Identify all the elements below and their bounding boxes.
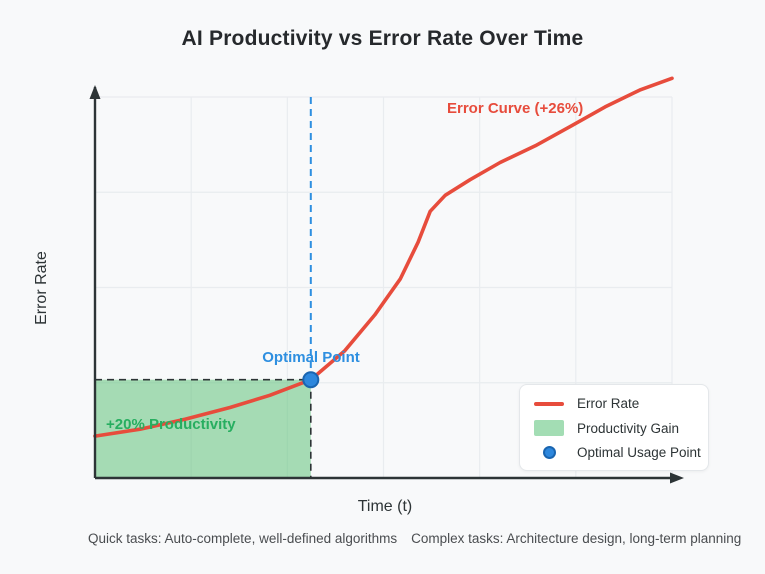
productivity-region-annotation: +20% Productivity	[106, 416, 236, 433]
legend-item-productivity-gain: Productivity Gain	[534, 420, 694, 436]
legend-label: Optimal Usage Point	[577, 445, 701, 460]
chart-title: AI Productivity vs Error Rate Over Time	[181, 27, 584, 50]
optimal-point-marker	[302, 371, 320, 389]
error-rate-line-swatch-icon	[534, 401, 564, 406]
legend-box: Error Rate Productivity Gain Optimal Usa…	[519, 384, 709, 471]
legend-label: Productivity Gain	[577, 420, 680, 436]
error-curve-annotation: Error Curve (+26%)	[447, 100, 584, 117]
x-axis-arrow-icon	[670, 472, 684, 484]
optimal-point-dot-swatch-icon	[534, 446, 564, 459]
quick-tasks-footnote: Quick tasks: Auto-complete, well-defined…	[88, 531, 398, 546]
legend-item-optimal-usage-point: Optimal Usage Point	[534, 445, 701, 460]
footnotes: Quick tasks: Auto-complete, well-defined…	[88, 531, 741, 546]
complex-tasks-footnote: Complex tasks: Architecture design, long…	[411, 531, 742, 546]
legend-label: Error Rate	[577, 396, 640, 411]
productivity-region	[96, 379, 311, 477]
legend-item-error-rate: Error Rate	[534, 396, 694, 411]
productivity-gain-rect-swatch-icon	[534, 420, 564, 436]
optimal-point-annotation: Optimal Point	[262, 349, 360, 366]
x-axis-label: Time (t)	[357, 498, 413, 515]
y-axis-arrow-icon	[89, 85, 101, 99]
error-rate-curve	[93, 76, 674, 438]
